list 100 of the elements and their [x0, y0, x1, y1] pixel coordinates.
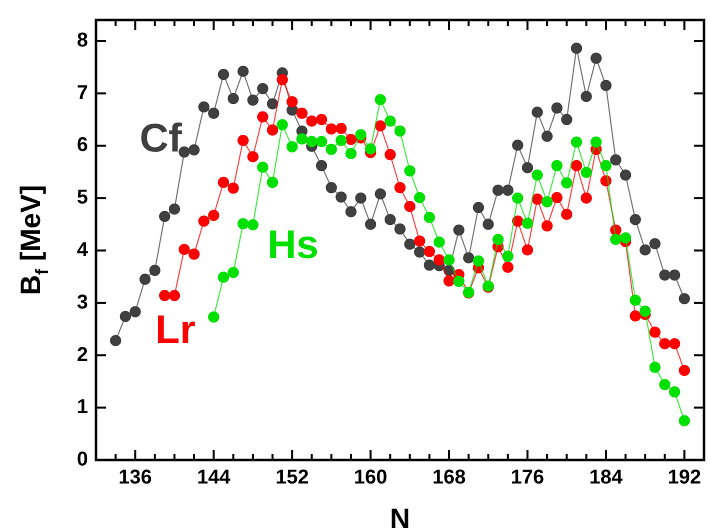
point [453, 224, 464, 236]
point [257, 111, 268, 123]
point [336, 134, 347, 146]
point [316, 136, 328, 148]
point [394, 182, 406, 194]
point [374, 188, 386, 200]
point [208, 311, 220, 323]
point [512, 140, 524, 151]
point [551, 192, 563, 204]
point [208, 210, 220, 221]
point [355, 192, 366, 204]
point [668, 338, 680, 350]
point [678, 293, 690, 304]
point [453, 276, 464, 287]
point [668, 386, 680, 398]
point [139, 274, 151, 285]
series-label: Hs [268, 222, 319, 267]
point [659, 378, 670, 390]
point [630, 310, 641, 322]
point [149, 264, 160, 276]
y-tick-label: 8 [76, 29, 88, 52]
point [130, 306, 141, 318]
point [188, 248, 200, 260]
point [541, 130, 553, 142]
y-tick-label: 6 [76, 134, 88, 156]
point [551, 160, 563, 172]
x-tick-label: 184 [589, 466, 624, 489]
point [522, 218, 534, 229]
point [404, 200, 416, 212]
point [120, 310, 132, 322]
point [502, 184, 514, 196]
point [257, 83, 268, 94]
point [424, 212, 436, 224]
point [522, 162, 534, 174]
point [286, 141, 298, 152]
point [394, 223, 406, 235]
point [345, 148, 357, 160]
point [649, 238, 661, 250]
point [640, 244, 651, 256]
point [492, 184, 504, 196]
point [620, 169, 632, 181]
point [463, 252, 474, 264]
point [600, 160, 612, 172]
point [286, 96, 298, 108]
point [678, 415, 690, 426]
point [394, 125, 406, 137]
point [384, 149, 396, 160]
x-tick-label: 168 [432, 466, 466, 489]
point [384, 214, 396, 226]
point [316, 114, 328, 126]
point [502, 262, 514, 273]
point [678, 364, 690, 376]
point [228, 182, 239, 194]
point [649, 326, 661, 338]
point [659, 338, 670, 350]
point [218, 272, 230, 283]
point [570, 42, 582, 54]
y-tick-label: 1 [76, 396, 88, 418]
point [610, 234, 622, 246]
point [228, 266, 239, 278]
point [580, 166, 592, 178]
point [414, 246, 426, 258]
series-label: Lr [155, 308, 196, 352]
point [218, 176, 230, 188]
point [296, 133, 308, 145]
point [355, 129, 366, 140]
point [414, 192, 426, 204]
point [374, 120, 386, 132]
point [414, 235, 426, 247]
point [472, 202, 484, 214]
x-tick-label: 192 [668, 466, 702, 489]
point [561, 114, 572, 126]
point [168, 203, 180, 215]
point [532, 194, 543, 205]
point [257, 162, 268, 173]
point [266, 124, 278, 136]
point [326, 123, 337, 135]
point [443, 254, 455, 266]
point [600, 80, 612, 92]
point [247, 151, 259, 162]
point [296, 108, 308, 119]
point [384, 115, 396, 127]
point [237, 66, 249, 77]
point [502, 250, 514, 262]
point [472, 255, 484, 267]
point [198, 101, 210, 113]
point [159, 290, 170, 302]
point [630, 214, 641, 226]
point [374, 94, 386, 106]
point [208, 108, 220, 119]
point [247, 219, 259, 230]
x-tick-label: 160 [354, 466, 388, 489]
point [434, 254, 445, 266]
point [178, 244, 190, 256]
point [541, 220, 553, 232]
x-tick-label: 144 [196, 466, 232, 489]
point [404, 238, 416, 250]
point [580, 192, 592, 204]
point [306, 136, 318, 148]
point [424, 246, 436, 258]
